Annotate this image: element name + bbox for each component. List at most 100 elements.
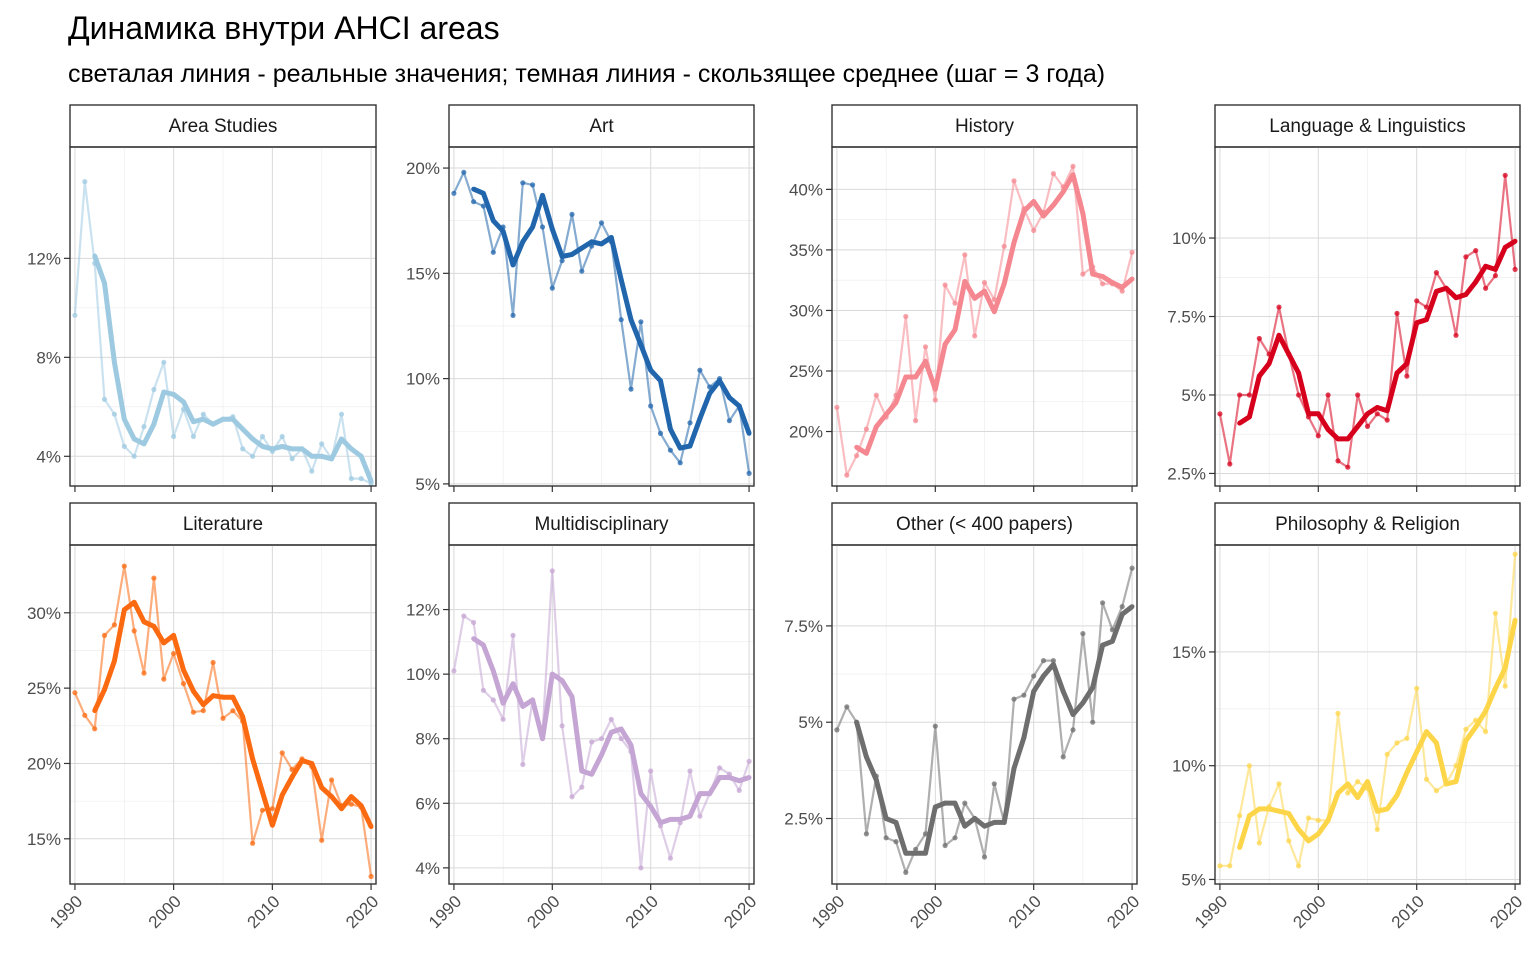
x-tick-label: 2000 xyxy=(906,892,946,932)
gridlines xyxy=(1215,545,1520,884)
actual-point xyxy=(1335,710,1341,717)
y-tick-label: 4% xyxy=(415,859,440,878)
actual-point xyxy=(358,476,364,482)
moving-average-point xyxy=(121,416,127,422)
moving-average-point xyxy=(220,416,226,422)
moving-average-point xyxy=(230,416,236,422)
moving-average-point xyxy=(991,820,997,825)
moving-average-point xyxy=(481,642,486,648)
moving-average-point xyxy=(1031,689,1037,694)
moving-average-point xyxy=(972,295,978,301)
moving-average-point xyxy=(982,823,987,829)
moving-average-point xyxy=(121,607,127,613)
actual-point xyxy=(180,681,187,687)
actual-point xyxy=(1217,863,1223,869)
facet-title: History xyxy=(955,116,1015,137)
moving-average-point xyxy=(883,412,889,417)
moving-average-point xyxy=(131,599,137,605)
actual-point xyxy=(1070,727,1076,733)
actual-point xyxy=(72,690,78,696)
actual-point xyxy=(121,443,127,449)
actual-point xyxy=(348,801,354,807)
moving-average-point xyxy=(608,235,614,240)
facet-strip xyxy=(69,104,377,148)
moving-average-point xyxy=(1512,617,1518,623)
actual-point xyxy=(190,433,196,440)
moving-average-point xyxy=(589,239,595,245)
actual-point xyxy=(1315,433,1321,439)
moving-average-point xyxy=(1345,436,1351,442)
moving-average-point xyxy=(1001,281,1007,287)
moving-average-point xyxy=(1276,332,1282,338)
moving-average-point xyxy=(628,742,634,748)
panel-border xyxy=(1214,544,1521,885)
moving-average-point xyxy=(569,694,575,700)
moving-average-point xyxy=(727,775,732,780)
actual-point xyxy=(1345,790,1351,796)
moving-average-point xyxy=(628,317,634,323)
actual-point xyxy=(1512,266,1518,272)
y-tick-label: 7.5% xyxy=(784,617,823,636)
gridlines xyxy=(70,147,376,486)
actual-point xyxy=(1217,411,1223,417)
moving-average-point xyxy=(1414,749,1420,755)
actual-point xyxy=(348,476,354,482)
moving-average-point xyxy=(540,193,545,198)
actual-point xyxy=(319,441,325,447)
actual-point xyxy=(490,249,496,255)
moving-average-point xyxy=(923,850,928,856)
actual-point xyxy=(461,613,467,619)
facet-panels: Area Studies4%8%12%Art5%10%15%20%History… xyxy=(27,104,1526,932)
actual-point xyxy=(210,659,216,666)
x-tick-label: 2020 xyxy=(1103,892,1143,932)
actual-point xyxy=(329,777,335,783)
moving-average-point xyxy=(1315,411,1321,417)
actual-point xyxy=(520,180,526,186)
actual-point xyxy=(92,726,98,732)
facet-literature: Literature 15% 20% 25% 30% 1990 2000 2010 2020 xyxy=(27,502,382,932)
moving-average-point xyxy=(864,754,869,760)
panel-border xyxy=(448,146,755,487)
x-tick-label: 2000 xyxy=(145,892,185,932)
moving-average-point xyxy=(1119,285,1125,290)
actual-point xyxy=(1246,392,1252,398)
actual-point xyxy=(981,280,988,286)
actual-point xyxy=(1237,813,1243,819)
moving-average-point xyxy=(1021,735,1027,740)
actual-point xyxy=(667,447,674,453)
moving-average-point xyxy=(687,813,693,819)
moving-average-point xyxy=(1110,638,1115,644)
actual-point xyxy=(1001,243,1007,249)
moving-average-point xyxy=(500,700,506,706)
moving-average-point xyxy=(1100,642,1105,648)
moving-average-point xyxy=(1011,240,1017,246)
moving-average-point xyxy=(1463,292,1469,297)
facet-strip xyxy=(448,502,755,546)
moving-average-point xyxy=(746,431,752,436)
moving-average-point xyxy=(668,817,673,822)
moving-average-point xyxy=(952,800,958,806)
gridlines xyxy=(832,545,1137,884)
moving-average-point xyxy=(270,822,275,828)
moving-average-point xyxy=(1463,738,1469,744)
moving-average-point xyxy=(112,658,117,664)
actual-point xyxy=(981,854,988,860)
moving-average-point xyxy=(329,456,334,462)
moving-average-point xyxy=(991,309,997,315)
moving-average-point xyxy=(319,785,325,790)
actual-point xyxy=(579,784,585,790)
moving-average-point xyxy=(329,794,334,799)
actual-point xyxy=(269,806,275,812)
moving-average-point xyxy=(952,327,958,333)
moving-average-point xyxy=(1266,361,1272,366)
actual-point xyxy=(471,199,477,205)
actual-point xyxy=(471,619,477,626)
moving-average-point xyxy=(1031,199,1037,204)
panel-border xyxy=(448,544,755,885)
actual-point xyxy=(141,670,147,676)
facet-title: Language & Linguistics xyxy=(1269,116,1465,137)
moving-average-point xyxy=(864,450,869,456)
y-tick-label: 5% xyxy=(1181,386,1206,405)
moving-average-point xyxy=(161,640,167,646)
y-tick-label: 25% xyxy=(789,362,823,381)
